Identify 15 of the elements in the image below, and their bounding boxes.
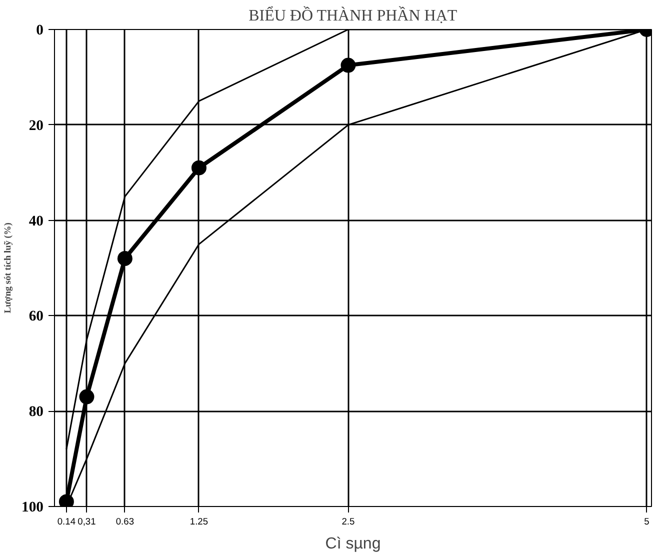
x-tick-label: 0.14 [57, 516, 76, 526]
x-tick-label: 2.5 [342, 516, 355, 526]
y-tick-label: 20 [28, 118, 44, 134]
x-axis-title: Cì sµng [325, 536, 381, 552]
y-tick-label: 80 [28, 404, 44, 420]
y-tick-label: 0 [36, 22, 44, 38]
y-axis-title: Lượng sót tích luỹ (%) [4, 222, 14, 314]
chart-title: BIỂU ĐỒ THÀNH PHẦN HẠT [248, 6, 458, 24]
x-tick-label: 5 [644, 516, 650, 526]
x-tick-label: 0.63 [116, 516, 134, 526]
x-tick-label: 1.25 [190, 516, 208, 526]
y-tick-label: 40 [28, 213, 44, 230]
x-tick-label: 0,31 [78, 516, 96, 526]
y-tick-label: 100 [22, 500, 44, 516]
y-tick-label: 60 [28, 308, 44, 325]
